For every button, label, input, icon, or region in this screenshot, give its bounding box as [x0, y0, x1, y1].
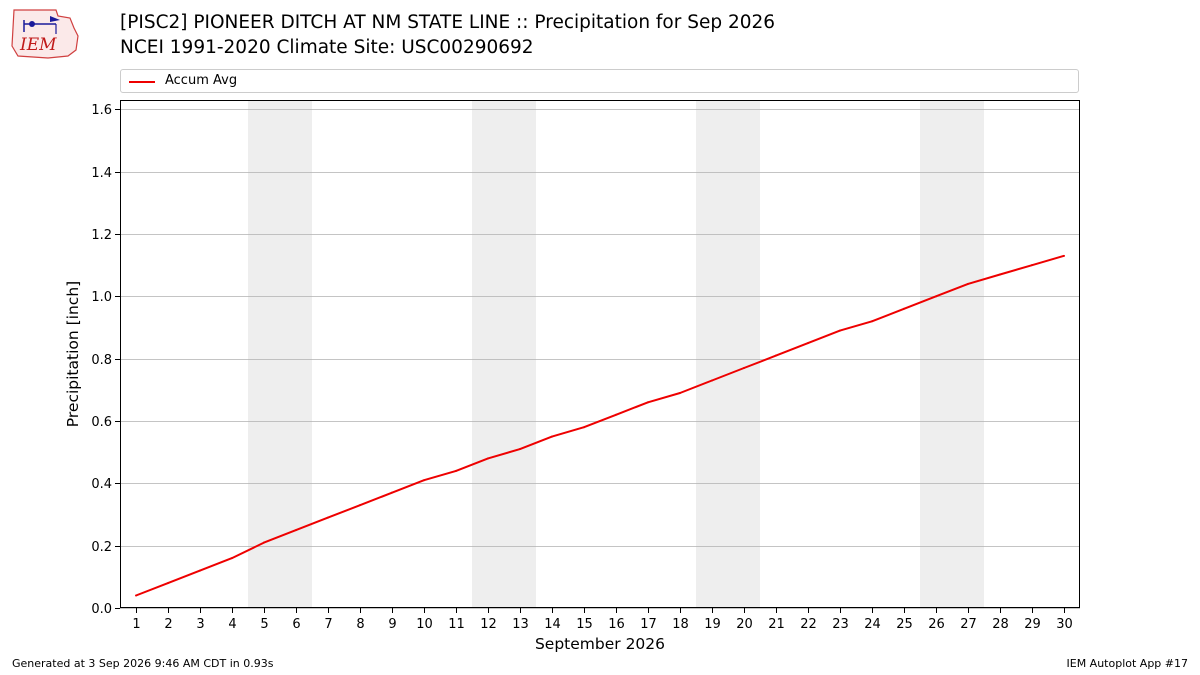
weekend-band-2	[696, 100, 760, 608]
data-point-accum-avg	[775, 354, 777, 357]
weekend-band-3	[920, 100, 984, 608]
data-point-accum-avg	[935, 295, 937, 298]
x-tick-label: 20	[736, 617, 753, 632]
y-tick-label: 0.6	[91, 415, 112, 430]
iem-logo: IEM	[11, 9, 79, 59]
x-tick-label: 9	[388, 617, 396, 632]
x-tick-label: 3	[196, 617, 204, 632]
y-tick-label: 1.0	[91, 290, 112, 305]
weekend-band-1	[472, 100, 536, 608]
y-tick-label: 0.2	[91, 540, 112, 555]
x-tick-label: 8	[356, 617, 364, 632]
x-tick-label: 5	[260, 617, 268, 632]
x-tick-label: 16	[608, 617, 625, 632]
app-label: IEM Autoplot App #17	[1066, 657, 1189, 670]
data-point-accum-avg	[327, 516, 329, 519]
weekend-band-0	[248, 100, 312, 608]
x-tick-label: 11	[448, 617, 465, 632]
data-point-accum-avg	[1063, 254, 1065, 257]
data-point-accum-avg	[743, 367, 745, 370]
data-point-accum-avg	[903, 307, 905, 310]
chart-title: [PISC2] PIONEER DITCH AT NM STATE LINE :…	[120, 12, 776, 33]
x-tick-label: 23	[832, 617, 849, 632]
series-line-accum-avg	[135, 254, 1065, 597]
x-tick-label: 22	[800, 617, 817, 632]
x-tick-label: 1	[132, 617, 140, 632]
data-point-accum-avg	[391, 491, 393, 494]
x-tick-label: 18	[672, 617, 689, 632]
y-tick-label: 1.6	[91, 103, 112, 118]
data-point-accum-avg	[679, 391, 681, 394]
data-point-accum-avg	[519, 448, 521, 451]
data-point-accum-avg	[839, 329, 841, 332]
data-point-accum-avg	[807, 342, 809, 345]
data-point-accum-avg	[231, 557, 233, 560]
data-point-accum-avg	[647, 401, 649, 404]
x-tick-label: 29	[1024, 617, 1041, 632]
data-point-accum-avg	[455, 469, 457, 472]
x-tick-label: 14	[544, 617, 561, 632]
data-point-accum-avg	[487, 457, 489, 460]
data-point-accum-avg	[423, 479, 425, 482]
y-tick-label: 0.4	[91, 477, 112, 492]
x-tick-label: 13	[512, 617, 529, 632]
x-tick-label: 26	[928, 617, 945, 632]
x-tick-label: 6	[292, 617, 300, 632]
x-tick-label: 2	[164, 617, 172, 632]
data-point-accum-avg	[167, 582, 169, 585]
data-point-accum-avg	[135, 594, 137, 597]
x-tick-label: 15	[576, 617, 593, 632]
plot-frame	[120, 100, 1080, 608]
x-tick-label: 21	[768, 617, 785, 632]
data-point-accum-avg	[199, 569, 201, 572]
x-axis-label: September 2026	[535, 635, 665, 653]
data-point-accum-avg	[551, 435, 553, 438]
x-tick-label: 30	[1056, 617, 1073, 632]
x-tick-label: 28	[992, 617, 1009, 632]
y-tick-label: 0.0	[91, 602, 112, 617]
data-point-accum-avg	[359, 504, 361, 507]
data-point-accum-avg	[711, 379, 713, 382]
x-tick-label: 4	[228, 617, 236, 632]
data-point-accum-avg	[583, 426, 585, 429]
chart-subtitle: NCEI 1991-2020 Climate Site: USC00290692	[120, 37, 534, 58]
x-tick-label: 10	[416, 617, 433, 632]
y-tick-label: 1.2	[91, 228, 112, 243]
logo-text: IEM	[19, 35, 57, 55]
data-point-accum-avg	[1031, 264, 1033, 267]
data-point-accum-avg	[615, 413, 617, 416]
data-point-accum-avg	[871, 320, 873, 323]
x-tick-label: 24	[864, 617, 881, 632]
y-tick-label: 0.8	[91, 353, 112, 368]
data-point-accum-avg	[263, 541, 265, 544]
data-point-accum-avg	[967, 282, 969, 285]
y-tick-label: 1.4	[91, 166, 112, 181]
legend-swatch-accum-avg	[129, 81, 155, 83]
legend-label-accum-avg: Accum Avg	[165, 73, 238, 88]
x-tick-label: 7	[324, 617, 332, 632]
legend: Accum Avg	[120, 69, 1079, 93]
data-point-accum-avg	[295, 529, 297, 532]
data-point-accum-avg	[999, 273, 1001, 276]
y-axis-label: Precipitation [inch]	[64, 281, 82, 427]
generated-timestamp: Generated at 3 Sep 2026 9:46 AM CDT in 0…	[12, 657, 274, 670]
x-tick-label: 25	[896, 617, 913, 632]
x-tick-label: 27	[960, 617, 977, 632]
x-tick-label: 12	[480, 617, 497, 632]
x-tick-label: 19	[704, 617, 721, 632]
x-tick-label: 17	[640, 617, 657, 632]
